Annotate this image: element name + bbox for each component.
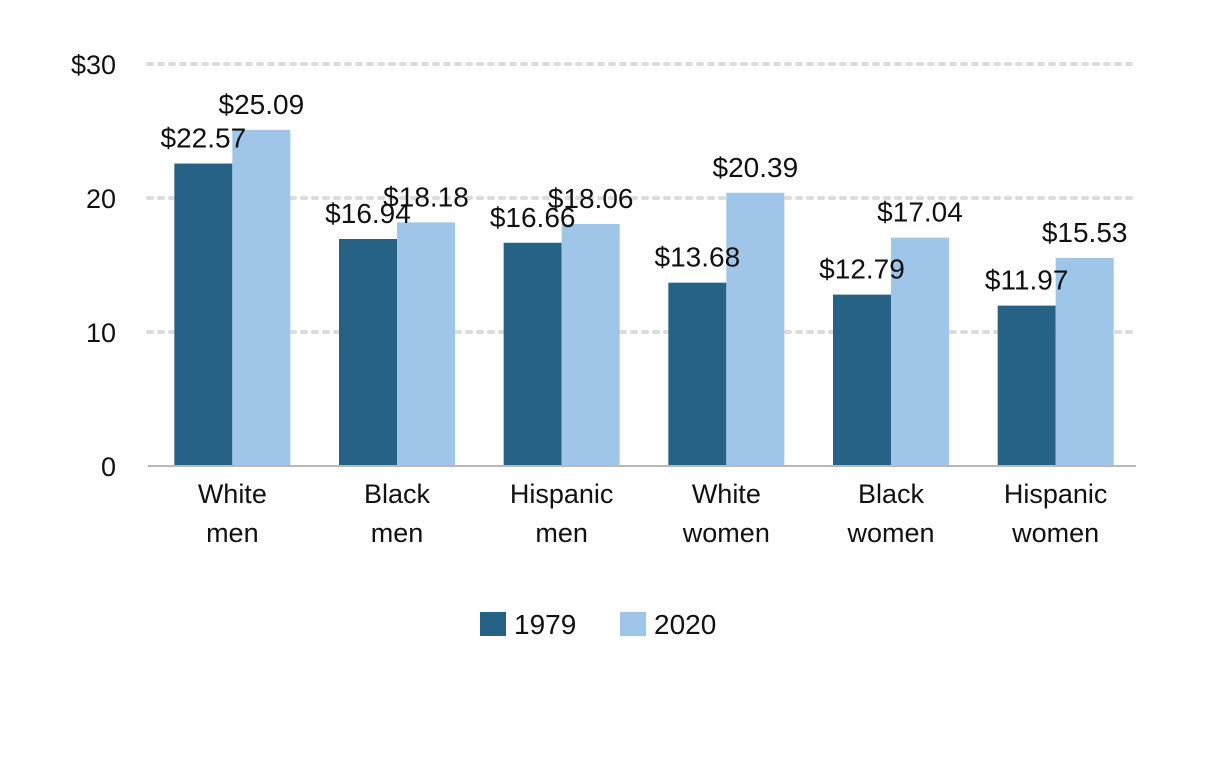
bar-2020-1 — [397, 222, 455, 466]
x-category-label: women — [682, 518, 770, 548]
bar-2020-3 — [726, 192, 785, 467]
bar-1979-3 — [668, 282, 727, 466]
data-label-2020-2: $18.06 — [548, 183, 634, 214]
bar-2020-5 — [1055, 257, 1114, 466]
x-category-label: White — [198, 479, 267, 509]
legend-label-1979: 1979 — [514, 609, 576, 640]
x-category-label: Hispanic — [1004, 479, 1108, 509]
legend-swatch-2020 — [620, 612, 646, 636]
bar-2020-0 — [232, 129, 291, 466]
data-labels: $22.57$25.09 $16.94$18.18 $16.66$18.06 $13.… — [161, 89, 1128, 296]
data-label-2020-1: $18.18 — [383, 181, 469, 212]
data-label-1979-5: $11.97 — [985, 265, 1069, 296]
x-category-label: White — [692, 479, 761, 509]
x-category-label: women — [1011, 518, 1099, 548]
bar-1979-0 — [174, 163, 233, 466]
data-label-1979-1: $16.94 — [325, 198, 411, 229]
bars — [174, 129, 1114, 467]
x-category-label: men — [371, 518, 424, 548]
gridlines — [146, 62, 1138, 334]
y-tick-label: 10 — [86, 318, 116, 348]
y-axis-ticks: 0 10 20 $30 — [71, 50, 116, 482]
bar-1979-1 — [339, 239, 397, 466]
legend-swatch-1979 — [480, 612, 506, 636]
x-category-label: men — [535, 518, 588, 548]
bar-1979-2 — [503, 242, 562, 466]
legend: 1979 2020 — [480, 609, 716, 640]
y-tick-label: 0 — [101, 452, 116, 482]
data-label-1979-2: $16.66 — [490, 202, 576, 233]
y-tick-label: $30 — [71, 50, 116, 80]
x-category-label: Hispanic — [510, 479, 614, 509]
bar-2020-4 — [891, 237, 949, 466]
data-label-2020-5: $15.53 — [1042, 217, 1128, 248]
bar-1979-4 — [833, 294, 891, 466]
data-label-2020-4: $17.04 — [877, 197, 963, 228]
bar-1979-5 — [997, 305, 1056, 466]
x-category-label: men — [206, 518, 259, 548]
data-label-2020-3: $20.39 — [713, 152, 799, 183]
x-category-label: Black — [364, 479, 431, 509]
x-axis-categories: White men Black men Hispanic men White women Bla… — [198, 479, 1108, 548]
x-category-label: Black — [858, 479, 925, 509]
data-label-2020-0: $25.09 — [219, 89, 305, 120]
data-label-1979-4: $12.79 — [819, 254, 905, 285]
x-category-label: women — [846, 518, 934, 548]
data-label-1979-0: $22.57 — [161, 123, 247, 154]
bar-2020-2 — [561, 223, 620, 466]
y-tick-label: 20 — [86, 184, 116, 214]
data-label-1979-3: $13.68 — [655, 242, 741, 273]
legend-label-2020: 2020 — [654, 609, 716, 640]
